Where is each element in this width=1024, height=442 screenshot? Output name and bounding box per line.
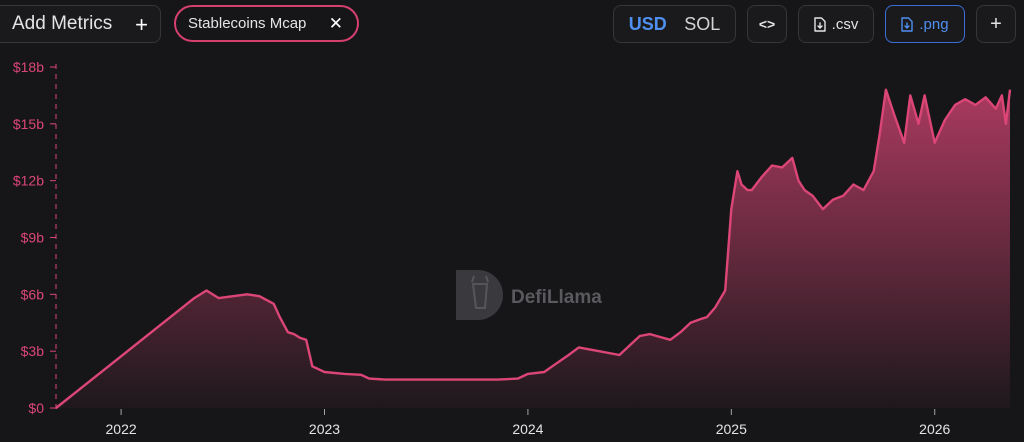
series-area xyxy=(56,89,1010,408)
download-csv-button[interactable]: .csv xyxy=(798,5,874,43)
chart-toolbar: Add Metrics + Stablecoins Mcap ✕ USD SOL… xyxy=(0,0,1024,50)
plus-icon: + xyxy=(135,12,148,37)
defillama-watermark: DefiLlama xyxy=(456,270,602,320)
y-tick-label: $18b xyxy=(13,59,44,75)
close-icon[interactable]: ✕ xyxy=(328,14,343,33)
add-chart-button[interactable]: + xyxy=(976,5,1016,43)
y-tick-label: $6b xyxy=(21,286,45,302)
png-label: .png xyxy=(919,15,949,33)
y-tick-label: $0 xyxy=(28,400,44,416)
x-tick-label: 2026 xyxy=(919,421,950,437)
csv-label: .csv xyxy=(831,15,859,33)
y-tick-label: $3b xyxy=(21,343,45,359)
plus-icon: + xyxy=(990,12,1002,35)
x-tick-label: 2023 xyxy=(309,421,340,437)
watermark-text: DefiLlama xyxy=(511,287,602,308)
y-axis-ticks: $0 $3b $6b $9b $12b $15b $18b xyxy=(13,59,56,416)
embed-button[interactable]: <> xyxy=(747,5,787,43)
y-tick-label: $9b xyxy=(21,230,45,246)
currency-usd-option[interactable]: USD xyxy=(628,13,667,34)
llama-logo-icon xyxy=(456,270,503,320)
y-tick-label: $15b xyxy=(13,116,44,132)
series-line xyxy=(55,88,1012,409)
add-metrics-button[interactable]: Add Metrics + xyxy=(0,5,161,43)
stablecoins-mcap-chart: $0 $3b $6b $9b $12b $15b $18b 2022 2023 2024 2025… xyxy=(13,59,1012,437)
metric-chip-stablecoins-mcap[interactable]: Stablecoins Mcap ✕ xyxy=(174,5,359,42)
image-download-icon xyxy=(901,16,914,32)
code-icon: <> xyxy=(758,16,776,32)
x-tick-label: 2025 xyxy=(716,421,747,437)
series-stablecoins-mcap xyxy=(55,88,1012,409)
x-tick-label: 2024 xyxy=(512,421,543,437)
x-tick-label: 2022 xyxy=(106,421,137,437)
x-axis-ticks: 2022 2023 2024 2025 2026 xyxy=(106,409,951,437)
currency-toggle: USD SOL xyxy=(613,5,736,43)
metric-chip-label: Stablecoins Mcap xyxy=(188,15,307,32)
add-metrics-label: Add Metrics xyxy=(12,13,113,34)
file-download-icon xyxy=(813,16,826,32)
y-tick-label: $12b xyxy=(13,173,44,189)
download-png-button[interactable]: .png xyxy=(885,5,965,43)
currency-sol-option[interactable]: SOL xyxy=(684,13,721,34)
